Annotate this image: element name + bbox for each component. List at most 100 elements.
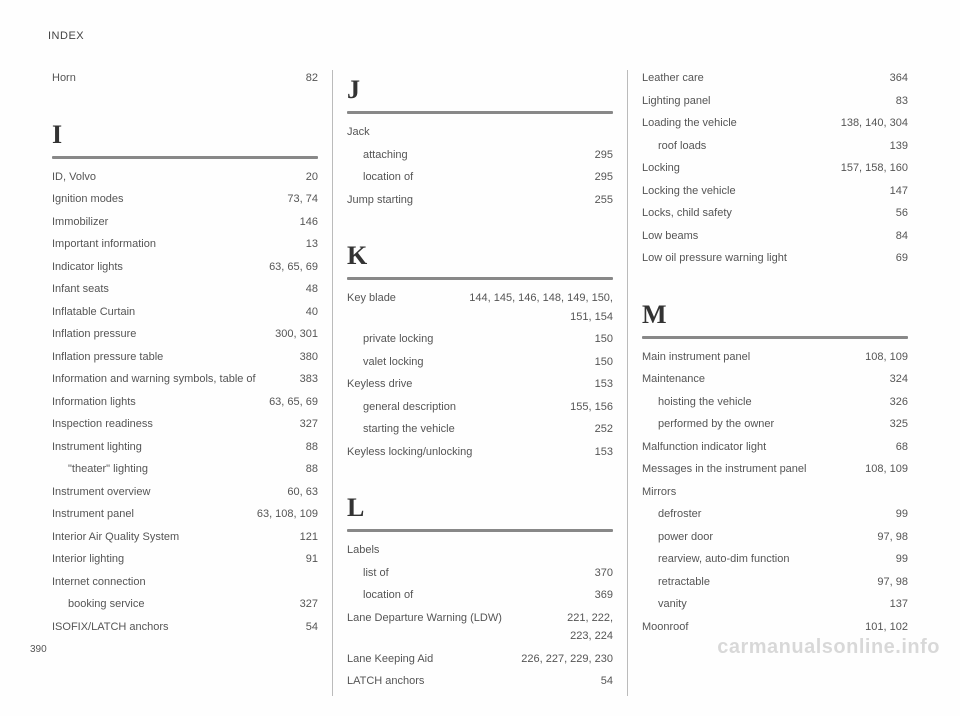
index-term: ID, Volvo	[52, 169, 298, 186]
index-pages: 252	[595, 421, 613, 438]
index-pages: 146	[300, 214, 318, 231]
index-pages: 153	[595, 444, 613, 461]
index-term: power door	[658, 529, 869, 546]
index-pages: 255	[595, 192, 613, 209]
index-pages: 324	[890, 371, 908, 388]
index-term: Malfunction indicator light	[642, 439, 888, 456]
index-term: Inspection readiness	[52, 416, 292, 433]
index-entry: Ignition modes73, 74	[52, 191, 318, 208]
index-term: Interior Air Quality System	[52, 529, 292, 546]
index-term: hoisting the vehicle	[658, 394, 882, 411]
index-pages: 295	[595, 147, 613, 164]
index-term: retractable	[658, 574, 869, 591]
index-page: INDEX Horn82 I ID, Volvo20 Ignition modes73…	[0, 0, 960, 716]
index-term: Locks, child safety	[642, 205, 888, 222]
index-subentry: starting the vehicle252	[347, 421, 613, 438]
page-number: 390	[30, 644, 47, 655]
index-entry: Maintenance 324	[642, 371, 908, 388]
index-pages: 68	[896, 439, 908, 456]
index-entry: Jack	[347, 124, 613, 141]
index-term: attaching	[363, 147, 587, 164]
index-pages: 364	[890, 70, 908, 87]
index-term: Inflatable Curtain	[52, 304, 298, 321]
index-term: Jump starting	[347, 192, 587, 209]
index-entry: Labels	[347, 542, 613, 559]
index-entry: Inflation pressure table 380	[52, 349, 318, 366]
index-term: Information and warning symbols, table o…	[52, 371, 292, 388]
index-pages: 99	[896, 551, 908, 568]
index-pages: 369	[595, 587, 613, 604]
index-pages: 83	[896, 93, 908, 110]
index-entry: Mirrors	[642, 484, 908, 501]
index-pages: 108, 109	[865, 349, 908, 366]
section-letter: L	[347, 488, 613, 527]
index-term: Locking the vehicle	[642, 183, 882, 200]
index-pages-continued: 151, 154	[347, 309, 613, 326]
index-pages: 13	[306, 236, 318, 253]
index-term: Key blade	[347, 290, 461, 307]
index-term: Horn	[52, 70, 298, 87]
index-term: Loading the vehicle	[642, 115, 833, 132]
index-subentry: location of295	[347, 169, 613, 186]
index-subentry: performed by the owner325	[642, 416, 908, 433]
index-columns: Horn82 I ID, Volvo20 Ignition modes73, 74 Im…	[48, 70, 912, 696]
index-pages: 88	[306, 461, 318, 478]
index-pages: 84	[896, 228, 908, 245]
index-term: private locking	[363, 331, 587, 348]
index-pages: 370	[595, 565, 613, 582]
index-term: Inflation pressure table	[52, 349, 292, 366]
index-pages: 101, 102	[865, 619, 908, 636]
index-subentry: location of369	[347, 587, 613, 604]
index-entry: Key blade144, 145, 146, 148, 149, 150,	[347, 290, 613, 307]
index-term: Keyless locking/unlocking	[347, 444, 587, 461]
index-entry: Horn82	[52, 70, 318, 87]
index-pages: 54	[601, 673, 613, 690]
index-pages: 56	[896, 205, 908, 222]
index-term: Information lights	[52, 394, 261, 411]
index-pages: 97, 98	[877, 529, 908, 546]
index-subentry: defroster99	[642, 506, 908, 523]
index-term: location of	[363, 169, 587, 186]
watermark: carmanualsonline.info	[717, 636, 940, 659]
index-term: Important information	[52, 236, 298, 253]
section-letter: M	[642, 295, 908, 334]
section-letter: J	[347, 70, 613, 109]
index-pages: 226, 227, 229, 230	[521, 651, 613, 668]
index-entry: ID, Volvo20	[52, 169, 318, 186]
index-entry: Inflatable Curtain40	[52, 304, 318, 321]
index-pages: 121	[300, 529, 318, 546]
index-pages: 108, 109	[865, 461, 908, 478]
index-entry: Immobilizer146	[52, 214, 318, 231]
index-term: ISOFIX/LATCH anchors	[52, 619, 298, 636]
index-term: "theater" lighting	[68, 461, 298, 478]
index-entry: Keyless locking/unlocking 153	[347, 444, 613, 461]
index-pages: 63, 65, 69	[269, 259, 318, 276]
index-entry: Lane Keeping Aid226, 227, 229, 230	[347, 651, 613, 668]
page-header: INDEX	[48, 30, 912, 42]
index-pages: 48	[306, 281, 318, 298]
index-term: Leather care	[642, 70, 882, 87]
index-term: Maintenance	[642, 371, 882, 388]
index-subentry: retractable97, 98	[642, 574, 908, 591]
section-rule	[347, 529, 613, 532]
index-term: LATCH anchors	[347, 673, 593, 690]
index-entry: Interior lighting91	[52, 551, 318, 568]
index-entry: Inspection readiness327	[52, 416, 318, 433]
section-letter: I	[52, 115, 318, 154]
index-term: Interior lighting	[52, 551, 298, 568]
index-pages: 88	[306, 439, 318, 456]
section-rule	[642, 336, 908, 339]
index-term: Internet connection	[52, 574, 310, 591]
index-entry: Malfunction indicator light 68	[642, 439, 908, 456]
index-pages: 380	[300, 349, 318, 366]
index-entry: Information lights63, 65, 69	[52, 394, 318, 411]
index-term: vanity	[658, 596, 882, 613]
index-entry: Loading the vehicle 138, 140, 304	[642, 115, 908, 132]
index-subentry: booking service327	[52, 596, 318, 613]
index-entry: ISOFIX/LATCH anchors 54	[52, 619, 318, 636]
index-pages: 54	[306, 619, 318, 636]
index-pages: 383	[300, 371, 318, 388]
index-pages: 138, 140, 304	[841, 115, 908, 132]
index-term: Main instrument panel	[642, 349, 857, 366]
index-pages: 69	[896, 250, 908, 267]
